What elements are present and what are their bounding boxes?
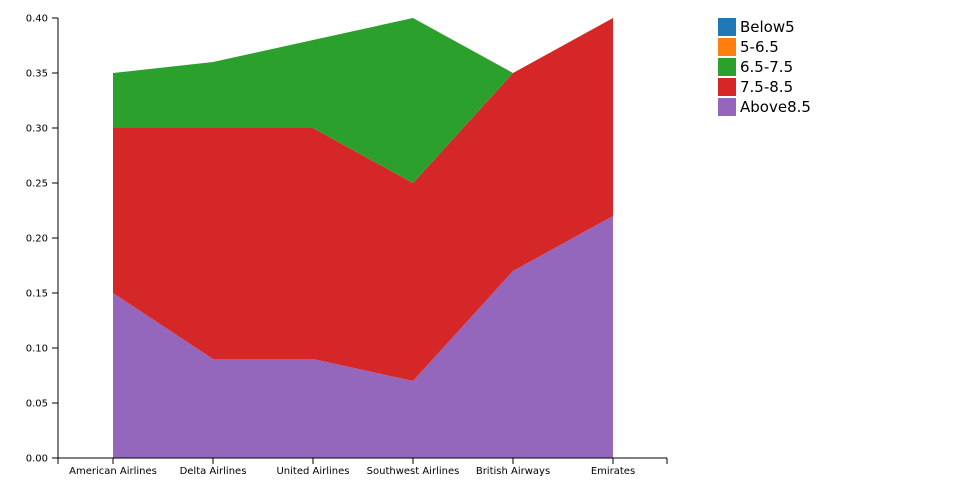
legend-label-above8-5: Above8.5: [740, 98, 811, 116]
legend-label-below5: Below5: [740, 18, 795, 36]
x-tick-label: British Airways: [476, 466, 550, 477]
y-tick-label: 0.25: [26, 179, 48, 190]
y-tick-label: 0.30: [26, 124, 48, 135]
area-layer: [113, 18, 613, 458]
x-tick-label: Delta Airlines: [180, 466, 247, 477]
y-tick-label: 0.35: [26, 69, 48, 80]
area-7-5-8-5: [113, 18, 613, 381]
y-tick-label: 0.40: [26, 14, 48, 25]
y-tick-label: 0.00: [26, 454, 48, 465]
y-axis: 0.00 0.05 0.10 0.15 0.20 0.25 0.30 0.35 0.40: [26, 14, 59, 465]
legend-swatch-7-5-8-5: [718, 78, 736, 96]
legend-swatch-6-5-7-5: [718, 58, 736, 76]
y-tick-label: 0.20: [26, 234, 48, 245]
x-tick-label: Southwest Airlines: [367, 466, 460, 477]
legend-label-7-5-8-5: 7.5-8.5: [740, 78, 793, 96]
legend-swatch-below5: [718, 18, 736, 36]
legend: Below5 5-6.5 6.5-7.5 7.5-8.5 Above8.5: [718, 18, 811, 116]
x-tick-label: American Airlines: [69, 466, 157, 477]
legend-label-6-5-7-5: 6.5-7.5: [740, 58, 793, 76]
legend-swatch-above8-5: [718, 98, 736, 116]
legend-label-5-6-5: 5-6.5: [740, 38, 779, 56]
y-tick-label: 0.15: [26, 289, 48, 300]
y-tick-label: 0.10: [26, 344, 48, 355]
legend-swatch-5-6-5: [718, 38, 736, 56]
y-tick-label: 0.05: [26, 399, 48, 410]
area-above8-5: [113, 216, 613, 458]
area-6-5-7-5: [113, 18, 613, 183]
x-tick-label: Emirates: [591, 466, 635, 477]
x-tick-label: United Airlines: [276, 466, 349, 477]
x-axis: American Airlines Delta Airlines United Ai…: [57, 457, 668, 477]
